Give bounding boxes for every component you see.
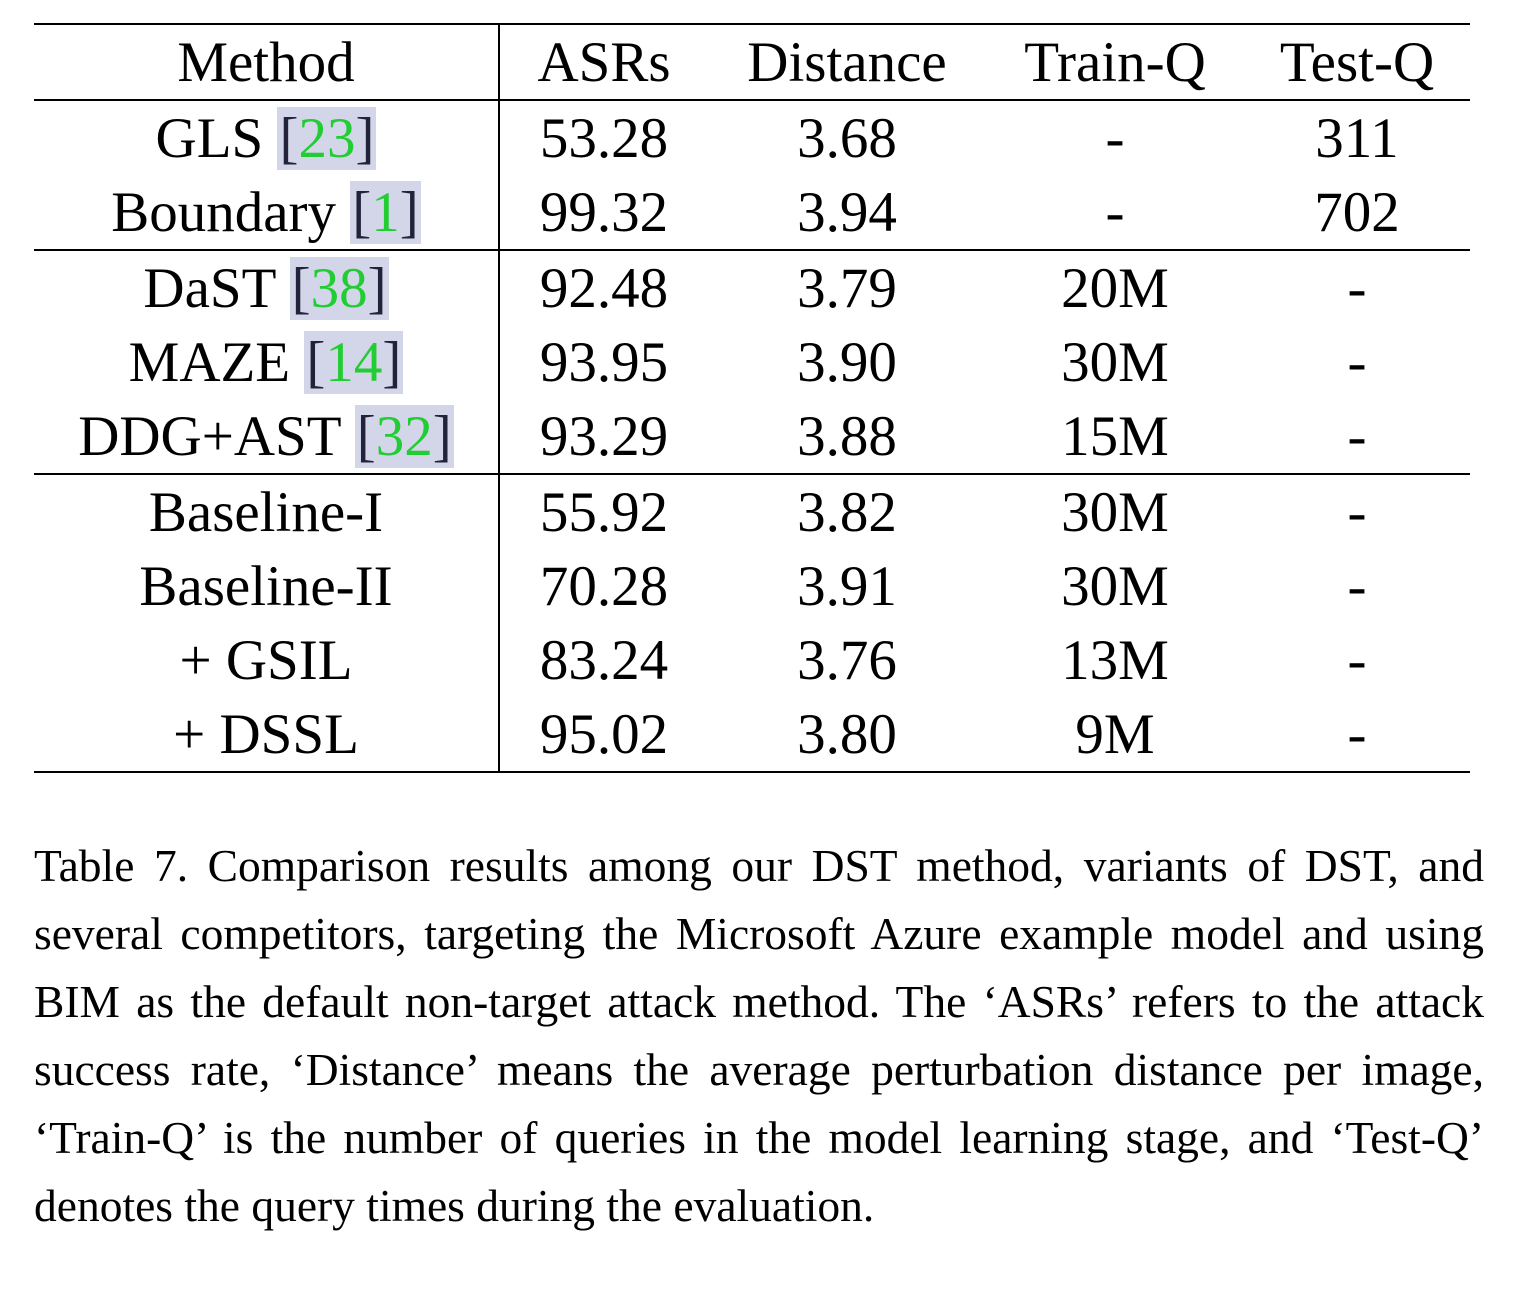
table-row: Baseline-I 55.92 3.82 30M - <box>34 474 1470 549</box>
train-q-cell: - <box>1105 180 1125 244</box>
train-q-cell: 30M <box>1061 330 1169 394</box>
test-q-cell: - <box>1347 330 1367 394</box>
method-name: + GSIL <box>179 628 353 692</box>
test-q-cell: - <box>1347 554 1367 618</box>
table-row: DaST [38] 92.48 3.79 20M - <box>34 250 1470 325</box>
table-row: + GSIL 83.24 3.76 13M - <box>34 623 1470 697</box>
distance-cell: 3.68 <box>797 106 897 170</box>
distance-cell: 3.79 <box>797 256 897 320</box>
citation-link[interactable]: [23] <box>277 106 377 170</box>
train-q-cell: 13M <box>1061 628 1169 692</box>
test-q-cell: - <box>1347 404 1367 468</box>
distance-cell: 3.88 <box>797 404 897 468</box>
citation-number[interactable]: 32 <box>375 404 433 468</box>
distance-cell: 3.91 <box>797 554 897 618</box>
asrs-cell: 92.48 <box>539 256 669 320</box>
citation-link[interactable]: [1] <box>350 180 421 244</box>
asrs-cell: 53.28 <box>539 106 669 170</box>
test-q-cell: 702 <box>1314 180 1400 244</box>
train-q-cell: 20M <box>1061 256 1169 320</box>
test-q-cell: - <box>1347 628 1367 692</box>
table-caption: Table 7. Comparison results among our DS… <box>34 840 1484 1231</box>
table-group: DaST [38] 92.48 3.79 20M - MAZE [14] 93.95 3.90… <box>34 250 1470 474</box>
method-name: Baseline-II <box>139 554 393 618</box>
results-table: Method ASRs Distance Train-Q Test-Q GLS … <box>34 23 1470 773</box>
method-cell: DaST [38] <box>34 250 500 325</box>
test-q-cell: - <box>1347 256 1367 320</box>
distance-cell: 3.80 <box>797 702 897 766</box>
method-cell: MAZE [14] <box>34 325 500 399</box>
train-q-cell: - <box>1105 106 1125 170</box>
method-name: Boundary <box>111 180 337 244</box>
method-cell: DDG+AST [32] <box>34 399 500 474</box>
method-name: MAZE <box>128 330 291 394</box>
table-row: DDG+AST [32] 93.29 3.88 15M - <box>34 399 1470 474</box>
header-test-q: Test-Q <box>1279 30 1435 94</box>
method-name: + DSSL <box>173 702 359 766</box>
asrs-cell: 95.02 <box>539 702 669 766</box>
citation-number[interactable]: 14 <box>325 330 383 394</box>
distance-cell: 3.82 <box>797 480 897 544</box>
citation-number[interactable]: 38 <box>310 256 368 320</box>
train-q-cell: 15M <box>1061 404 1169 468</box>
header-method: Method <box>34 24 500 100</box>
method-name: DDG+AST <box>78 404 341 468</box>
asrs-cell: 70.28 <box>539 554 669 618</box>
test-q-cell: - <box>1347 702 1367 766</box>
distance-cell: 3.94 <box>797 180 897 244</box>
table-group: Baseline-I 55.92 3.82 30M - Baseline-II 70.28 3… <box>34 474 1470 772</box>
table-row: MAZE [14] 93.95 3.90 30M - <box>34 325 1470 399</box>
method-name: GLS <box>155 106 264 170</box>
header-asrs: ASRs <box>537 30 671 94</box>
table-row: Boundary [1] 99.32 3.94 - 702 <box>34 175 1470 250</box>
table-group: GLS [23] 53.28 3.68 - 311 Boundary [1] 99.32 3.… <box>34 100 1470 250</box>
table-row: Baseline-II 70.28 3.91 30M - <box>34 549 1470 623</box>
citation-link[interactable]: [32] <box>354 404 454 468</box>
train-q-cell: 9M <box>1075 702 1155 766</box>
train-q-cell: 30M <box>1061 480 1169 544</box>
citation-link[interactable]: [14] <box>304 330 404 394</box>
method-name: DaST <box>143 256 276 320</box>
method-cell: GLS [23] <box>34 100 500 175</box>
method-cell: Boundary [1] <box>34 175 500 250</box>
method-name: Baseline-I <box>148 480 384 544</box>
train-q-cell: 30M <box>1061 554 1169 618</box>
test-q-cell: 311 <box>1315 106 1399 170</box>
asrs-cell: 93.95 <box>539 330 669 394</box>
table-row: GLS [23] 53.28 3.68 - 311 <box>34 100 1470 175</box>
asrs-cell: 93.29 <box>539 404 669 468</box>
method-cell: Baseline-II <box>34 549 500 623</box>
header-train-q: Train-Q <box>1024 30 1206 94</box>
citation-link[interactable]: [38] <box>289 256 389 320</box>
method-cell: + DSSL <box>34 697 500 772</box>
citation-number[interactable]: 1 <box>371 180 400 244</box>
test-q-cell: - <box>1347 480 1367 544</box>
asrs-cell: 55.92 <box>539 480 669 544</box>
distance-cell: 3.90 <box>797 330 897 394</box>
citation-number[interactable]: 23 <box>298 106 356 170</box>
method-cell: Baseline-I <box>34 474 500 549</box>
asrs-cell: 83.24 <box>539 628 669 692</box>
header-row: Method ASRs Distance Train-Q Test-Q <box>34 24 1470 100</box>
table-row: + DSSL 95.02 3.80 9M - <box>34 697 1470 772</box>
distance-cell: 3.76 <box>797 628 897 692</box>
asrs-cell: 99.32 <box>539 180 669 244</box>
header-distance: Distance <box>747 30 947 94</box>
method-cell: + GSIL <box>34 623 500 697</box>
